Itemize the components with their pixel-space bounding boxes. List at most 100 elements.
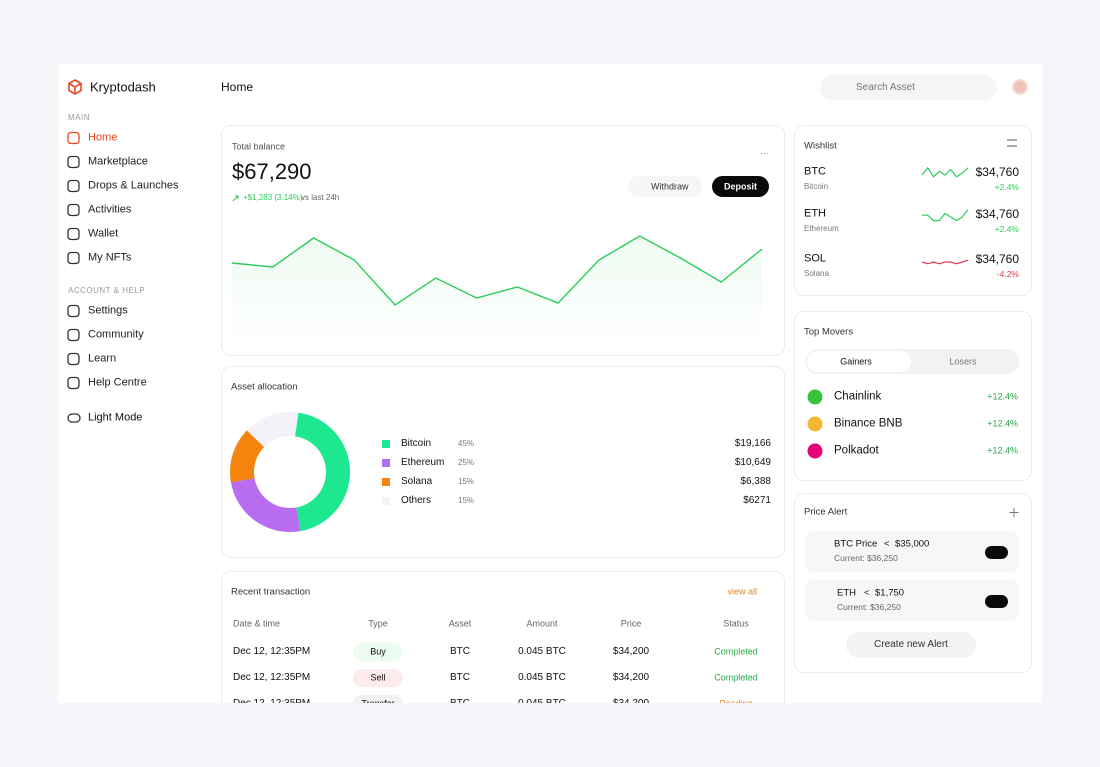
wish-price: $34,760 — [975, 252, 1019, 266]
legend-name: Ethereum — [401, 457, 445, 468]
column-header: Price — [620, 618, 642, 629]
nav-item[interactable]: Home — [88, 131, 118, 144]
cell: Transfer — [361, 699, 394, 703]
tab-active[interactable] — [807, 351, 911, 372]
nav-item[interactable]: Settings — [88, 304, 128, 317]
nav-item[interactable]: Help Centre — [88, 376, 147, 389]
wish-symbol: ETH — [804, 207, 826, 220]
nav-item[interactable]: Marketplace — [88, 155, 148, 168]
nav-item[interactable]: My NFTs — [88, 251, 132, 264]
nav-icon — [67, 155, 80, 169]
cell: Dec 12, 12:35PM — [233, 646, 311, 657]
alert-target: $1,750 — [875, 587, 905, 599]
nav-item[interactable]: Wallet — [88, 227, 119, 240]
mover-name: Binance BNB — [834, 417, 903, 430]
mover-change: +12.4% — [987, 418, 1018, 429]
alert-target: $35,000 — [895, 538, 930, 550]
cell: Pending — [719, 699, 752, 703]
brand: Kryptodash — [90, 79, 156, 95]
legend-swatch — [382, 440, 390, 448]
alert-asset: BTC Price — [834, 538, 878, 550]
donut-segment — [295, 412, 350, 532]
withdraw-label[interactable]: Withdraw — [651, 181, 689, 192]
cell: Dec 12, 12:35PM — [233, 699, 310, 704]
mover-name: Polkadot — [834, 444, 879, 457]
nav-icon — [67, 227, 80, 241]
transactions-card — [221, 571, 785, 703]
nav-icon — [67, 376, 80, 390]
cell: 0.045 BTC — [518, 672, 566, 683]
sparkline — [921, 259, 969, 265]
add-icon[interactable] — [1009, 508, 1019, 517]
wish-price: $34,760 — [975, 165, 1019, 179]
type-pill — [353, 643, 403, 661]
nav-icon — [67, 304, 80, 318]
cell: Completed — [714, 646, 758, 657]
movers-title: Top Movers — [804, 326, 854, 338]
legend-percent: 25% — [458, 458, 475, 467]
cell: $34,200 — [613, 699, 649, 704]
cell: Buy — [370, 646, 386, 657]
mover-change: +12.4% — [987, 391, 1018, 402]
mover-change: +12.4% — [987, 445, 1018, 456]
cell: $34,200 — [612, 672, 650, 683]
coin-icon — [807, 443, 823, 459]
section-label: MAIN — [68, 113, 90, 122]
balance-label: Total balance — [232, 141, 286, 152]
balance-change: +$1,283 (3.14%) — [243, 193, 303, 202]
alert-row — [805, 580, 1019, 621]
avatar[interactable] — [1012, 79, 1028, 95]
balance-area — [232, 236, 762, 345]
wish-price: $34,760 — [975, 207, 1019, 221]
legend-swatch — [382, 497, 390, 505]
sparkline — [922, 209, 969, 222]
theme-toggle[interactable]: Light Mode — [88, 411, 143, 424]
legend-name: Bitcoin — [401, 438, 432, 449]
column-header: Type — [368, 618, 388, 629]
column-header: Date & time — [233, 618, 281, 629]
cell: BTC — [450, 646, 470, 657]
balance-note: vs last 24h — [301, 193, 340, 202]
alert-asset: ETH — [837, 587, 856, 599]
type-pill — [353, 695, 403, 703]
alert-row — [805, 531, 1019, 572]
wish-symbol: BTC — [804, 165, 826, 178]
cell: Completed — [714, 672, 758, 683]
search-box[interactable] — [820, 75, 997, 100]
create-alert-label[interactable]: Create new Alert — [874, 639, 948, 650]
view-all-link[interactable]: view all — [727, 586, 757, 597]
toggle[interactable] — [985, 595, 1008, 608]
nav-icon — [67, 352, 80, 366]
wish-name: Ethereum — [804, 224, 839, 233]
wish-symbol: SOL — [804, 252, 827, 265]
wish-name: Solana — [804, 269, 829, 278]
create-alert-button[interactable] — [846, 632, 976, 658]
legend-swatch — [382, 459, 390, 467]
legend-amount: $19,166 — [734, 438, 771, 449]
nav-icon — [67, 131, 80, 145]
transactions-title: Recent transaction — [231, 586, 311, 598]
withdraw-button[interactable] — [628, 176, 702, 197]
tab[interactable]: Gainers — [840, 356, 872, 367]
cell: 0.045 BTC — [518, 699, 566, 704]
legend-amount: $6,388 — [740, 476, 771, 487]
nav-item[interactable]: Drops & Launches — [88, 179, 179, 192]
nav-item[interactable]: Community — [88, 328, 144, 341]
wish-change: -4.2% — [996, 268, 1019, 279]
donut-segment — [230, 478, 301, 532]
more-menu[interactable]: ··· — [760, 148, 769, 158]
nav-icon — [67, 328, 80, 342]
legend-amount: $10,649 — [734, 457, 771, 468]
deposit-button[interactable] — [712, 176, 769, 197]
nav-item[interactable]: Activities — [88, 203, 132, 216]
deposit-label[interactable]: Deposit — [723, 181, 758, 192]
legend-amount: $6271 — [743, 495, 771, 506]
nav-item[interactable]: Learn — [88, 352, 117, 365]
nav-icon — [67, 203, 80, 217]
main-panel: ··· Kryptodash MAIN Home Marketplace Drops & … — [58, 64, 1042, 703]
alert-current: Current: $36,250 — [837, 601, 901, 612]
toggle[interactable] — [985, 546, 1008, 559]
tab[interactable]: Losers — [949, 356, 977, 367]
cell: BTC — [450, 672, 470, 683]
